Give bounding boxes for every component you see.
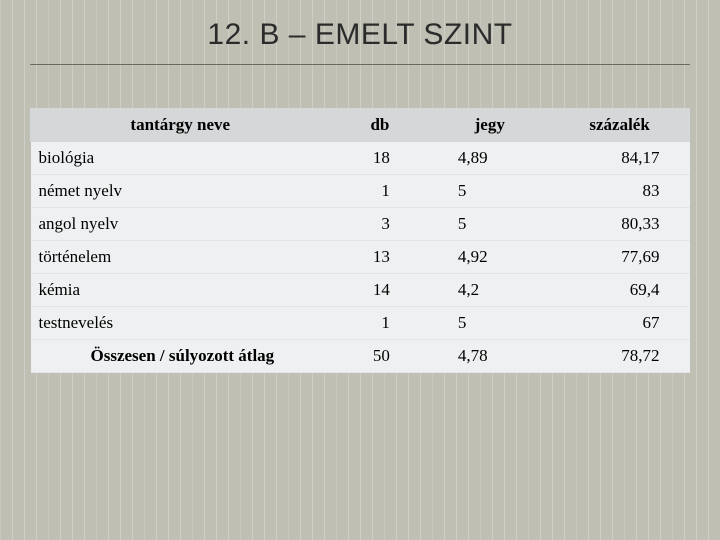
table-header-row: tantárgy neve db jegy százalék (31, 109, 690, 142)
cell-grade: 4,92 (430, 241, 550, 274)
cell-count: 13 (330, 241, 430, 274)
cell-count: 1 (330, 307, 430, 340)
cell-count: 1 (330, 175, 430, 208)
cell-subject: történelem (31, 241, 330, 274)
cell-total-percent: 78,72 (550, 340, 690, 373)
cell-subject: német nyelv (31, 175, 330, 208)
cell-percent: 80,33 (550, 208, 690, 241)
table-row: történelem 13 4,92 77,69 (31, 241, 690, 274)
cell-subject: biológia (31, 142, 330, 175)
slide-title: 12. B – EMELT SZINT (0, 18, 720, 52)
table-row: kémia 14 4,2 69,4 (31, 274, 690, 307)
cell-total-label: Összesen / súlyozott átlag (31, 340, 330, 373)
cell-grade: 4,89 (430, 142, 550, 175)
col-header-count: db (330, 109, 430, 142)
cell-percent: 77,69 (550, 241, 690, 274)
cell-grade: 5 (430, 175, 550, 208)
cell-percent: 67 (550, 307, 690, 340)
cell-grade: 5 (430, 208, 550, 241)
results-table: tantárgy neve db jegy százalék biológia … (30, 108, 690, 373)
col-header-grade: jegy (430, 109, 550, 142)
cell-percent: 84,17 (550, 142, 690, 175)
table-row: angol nyelv 3 5 80,33 (31, 208, 690, 241)
cell-total-count: 50 (330, 340, 430, 373)
cell-grade: 4,2 (430, 274, 550, 307)
cell-total-grade: 4,78 (430, 340, 550, 373)
cell-percent: 83 (550, 175, 690, 208)
cell-grade: 5 (430, 307, 550, 340)
cell-subject: kémia (31, 274, 330, 307)
cell-subject: angol nyelv (31, 208, 330, 241)
table-total-row: Összesen / súlyozott átlag 50 4,78 78,72 (31, 340, 690, 373)
table-row: testnevelés 1 5 67 (31, 307, 690, 340)
title-underline (30, 64, 690, 65)
col-header-subject: tantárgy neve (31, 109, 330, 142)
cell-subject: testnevelés (31, 307, 330, 340)
cell-count: 14 (330, 274, 430, 307)
table-row: német nyelv 1 5 83 (31, 175, 690, 208)
cell-percent: 69,4 (550, 274, 690, 307)
cell-count: 3 (330, 208, 430, 241)
col-header-percent: százalék (550, 109, 690, 142)
cell-count: 18 (330, 142, 430, 175)
table-row: biológia 18 4,89 84,17 (31, 142, 690, 175)
